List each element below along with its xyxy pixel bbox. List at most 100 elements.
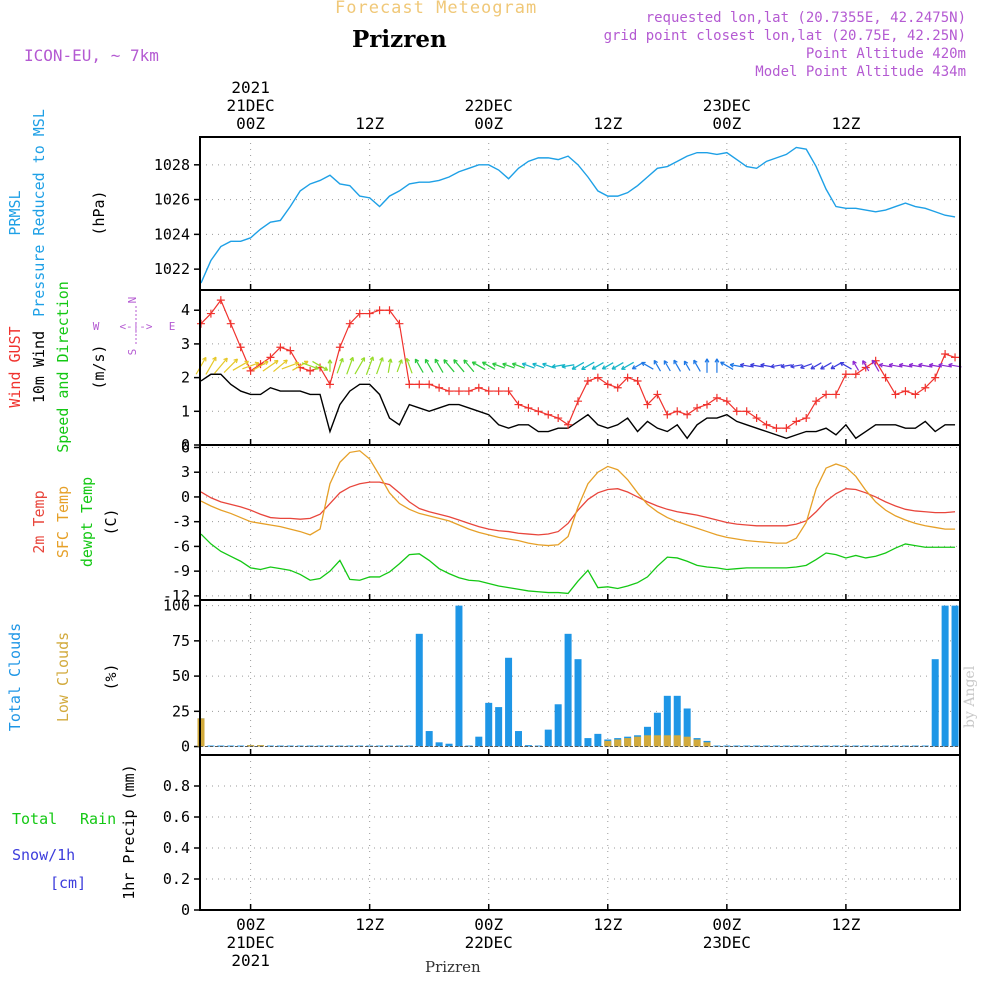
gust-marker (851, 370, 860, 379)
gust-marker (772, 424, 781, 433)
panel-5: 0 0.2 0.4 0.6 0.8 (163, 754, 961, 919)
low-cloud-bar (703, 742, 711, 747)
total-cloud-bar (544, 729, 552, 747)
prmsl-label: PRMSL (6, 190, 24, 235)
wind-arrow (790, 364, 803, 368)
gust-marker (574, 397, 583, 406)
wind-arrow (800, 363, 813, 369)
gust-marker (375, 306, 384, 315)
wind-arrow-head (414, 358, 420, 364)
wind-arrow-head (601, 365, 607, 370)
compass-south: S (126, 349, 139, 356)
panel-frame (199, 754, 961, 911)
wind-arrow (673, 359, 682, 372)
wind-arrow-head (551, 363, 556, 369)
total-cloud-bar (425, 731, 433, 747)
wind-arrow (414, 358, 424, 373)
gust-marker (891, 390, 900, 399)
total-cloud-bar (326, 745, 334, 747)
wind-arrow-head (244, 360, 249, 366)
gust-marker (583, 376, 592, 385)
wind-arrow (365, 356, 374, 375)
gust-marker (951, 353, 960, 362)
wind-arrow-head (581, 365, 586, 371)
wind-arrow-head (471, 361, 477, 366)
wind-arrow (632, 362, 644, 370)
wind-arrow (434, 358, 444, 373)
wind-arrow-head (653, 359, 658, 365)
low-cloud-bar (653, 735, 661, 747)
gust-marker (812, 397, 821, 406)
wind-arrow-head (233, 358, 239, 364)
y-tick-label: 0.8 (163, 777, 190, 795)
gust-marker (325, 380, 334, 389)
total-cloud-bar (931, 659, 939, 747)
wind-arrow (663, 360, 671, 372)
wind-arrow (909, 364, 922, 368)
wind-arrow-head (888, 362, 894, 368)
wind-dir-label: Speed and Direction (54, 281, 72, 453)
wind-arrow (492, 363, 505, 369)
wind-arrow-head (683, 360, 689, 366)
wind-arrow (213, 357, 228, 374)
wind-arrow (852, 360, 860, 371)
wind-arrow-head (750, 362, 755, 368)
gust-label: Wind GUST (6, 326, 24, 407)
wind-arrow-head (264, 360, 269, 366)
wind-arrow (354, 357, 366, 375)
y-tick-label: 0 (181, 436, 190, 454)
bottom-time-label: 12Z (355, 915, 384, 934)
wind-arrow (273, 359, 288, 373)
gust-marker (534, 407, 543, 416)
total-cloud-bar (663, 695, 671, 747)
y-tick-label: 1024 (154, 225, 190, 243)
gust-marker (474, 383, 483, 392)
gust-marker (216, 296, 225, 305)
top-time-label: 2021 (231, 78, 270, 97)
wind-arrow-head (434, 358, 439, 364)
wind-arrow-head (760, 362, 765, 368)
gust-marker (514, 400, 523, 409)
wind-arrow-head (453, 359, 458, 364)
wind-arrow-head (532, 362, 537, 368)
wind-arrow-head (790, 363, 795, 369)
bottom-time-label: 23DEC (703, 933, 751, 952)
bottom-time-label: 00Z (236, 915, 265, 934)
y-tick-label: 4 (181, 301, 190, 319)
y-tick-label: 0.2 (163, 870, 190, 888)
legend-cm: [cm] (50, 874, 86, 892)
model-label: ICON-EU, ~ 7km (24, 46, 159, 65)
wind-arrow (720, 361, 734, 370)
total-cloud-bar (495, 707, 503, 747)
wind-arrow-head (878, 362, 884, 368)
total-cloud-bar (584, 738, 592, 747)
wind-arrow-head (379, 357, 384, 362)
wind-arrow-head (862, 360, 867, 365)
wind-arrow-head (852, 360, 857, 366)
total-cloud-bar (415, 633, 423, 747)
bottom-time-label: 00Z (474, 915, 503, 934)
low-clouds-label: Low Clouds (54, 632, 72, 722)
low-cloud-bar (247, 745, 255, 747)
wind-arrow (641, 361, 654, 370)
wind-arrow-head (663, 360, 669, 365)
wind-arrow-head (202, 356, 207, 362)
footer-location: Prizren (425, 958, 481, 976)
wind-arrow (424, 359, 434, 373)
gust-marker (395, 319, 404, 328)
wind-arrow-head (780, 363, 785, 369)
wind-arrow (336, 358, 344, 374)
gust-marker (266, 353, 275, 362)
bottom-time-label: 21DEC (227, 933, 275, 952)
wind-arrow (938, 364, 952, 368)
total-cloud-bar (683, 708, 691, 747)
legend-total: Total (12, 810, 57, 828)
total-cloud-bar (346, 745, 354, 747)
wind-arrow-head (621, 365, 626, 370)
y-tick-label: -12 (163, 587, 190, 605)
total-cloud-bar (673, 695, 681, 747)
wind-arrow (653, 360, 662, 372)
sfc-label: SFC Temp (54, 486, 72, 558)
wind-arrow-head (405, 357, 411, 363)
wind-arrow-head (481, 361, 487, 366)
